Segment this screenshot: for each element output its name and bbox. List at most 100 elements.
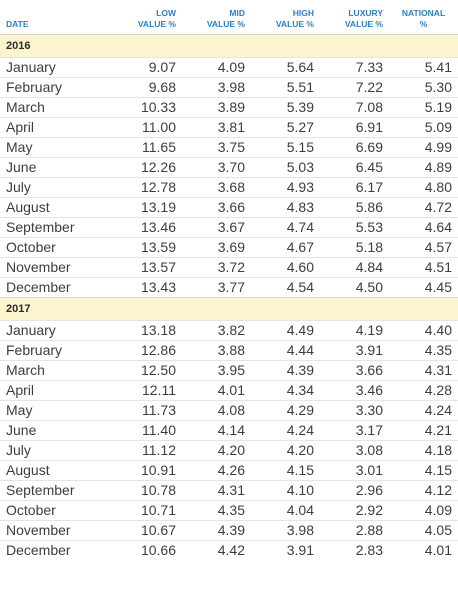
- header-mid: MID VALUE %: [182, 0, 251, 35]
- high-value-cell: 4.54: [251, 277, 320, 298]
- high-value-cell: 4.49: [251, 320, 320, 341]
- month-cell: March: [0, 97, 113, 118]
- header-mid-line1: MID: [229, 8, 245, 18]
- mid-value-cell: 4.14: [182, 420, 251, 441]
- header-high-line2: VALUE %: [275, 19, 314, 29]
- luxury-value-cell: 6.69: [320, 137, 389, 158]
- national-cell: 4.57: [389, 237, 458, 258]
- luxury-value-cell: 3.08: [320, 440, 389, 461]
- mid-value-cell: 4.01: [182, 380, 251, 401]
- high-value-cell: 4.74: [251, 217, 320, 238]
- low-value-cell: 13.46: [113, 217, 182, 238]
- high-value-cell: 4.04: [251, 500, 320, 521]
- month-cell: March: [0, 360, 113, 381]
- luxury-value-cell: 3.91: [320, 340, 389, 361]
- table-row: March 10.33 3.89 5.39 7.08 5.19: [0, 97, 458, 118]
- high-value-cell: 4.44: [251, 340, 320, 361]
- mid-value-cell: 4.26: [182, 460, 251, 481]
- year-label: 2017: [0, 297, 458, 321]
- table-row: October 13.59 3.69 4.67 5.18 4.57: [0, 237, 458, 258]
- national-cell: 5.41: [389, 57, 458, 78]
- low-value-cell: 9.68: [113, 77, 182, 98]
- national-cell: 5.19: [389, 97, 458, 118]
- high-value-cell: 4.83: [251, 197, 320, 218]
- luxury-value-cell: 4.50: [320, 277, 389, 298]
- month-cell: October: [0, 500, 113, 521]
- luxury-value-cell: 7.08: [320, 97, 389, 118]
- header-date: DATE: [0, 0, 113, 35]
- header-luxury-line1: LUXURY: [348, 8, 383, 18]
- year-row: 2016: [0, 34, 458, 58]
- header-luxury-line2: VALUE %: [344, 19, 383, 29]
- table-row: September 13.46 3.67 4.74 5.53 4.64: [0, 217, 458, 238]
- luxury-value-cell: 4.19: [320, 320, 389, 341]
- low-value-cell: 12.86: [113, 340, 182, 361]
- high-value-cell: 4.34: [251, 380, 320, 401]
- mid-value-cell: 3.81: [182, 117, 251, 138]
- national-cell: 4.80: [389, 177, 458, 198]
- mid-value-cell: 4.09: [182, 57, 251, 78]
- national-cell: 4.12: [389, 480, 458, 501]
- luxury-value-cell: 3.17: [320, 420, 389, 441]
- high-value-cell: 4.10: [251, 480, 320, 501]
- header-luxury: LUXURY VALUE %: [320, 0, 389, 35]
- national-cell: 4.89: [389, 157, 458, 178]
- header-row: DATE LOW VALUE % MID VALUE % HIGH VALUE % L…: [0, 0, 458, 35]
- mid-value-cell: 4.42: [182, 540, 251, 560]
- month-cell: May: [0, 400, 113, 421]
- low-value-cell: 13.19: [113, 197, 182, 218]
- luxury-value-cell: 2.83: [320, 540, 389, 560]
- mid-value-cell: 4.08: [182, 400, 251, 421]
- luxury-value-cell: 6.17: [320, 177, 389, 198]
- table-row: July 11.12 4.20 4.20 3.08 4.18: [0, 440, 458, 461]
- mid-value-cell: 3.70: [182, 157, 251, 178]
- low-value-cell: 12.11: [113, 380, 182, 401]
- luxury-value-cell: 4.84: [320, 257, 389, 278]
- mid-value-cell: 3.89: [182, 97, 251, 118]
- mid-value-cell: 3.72: [182, 257, 251, 278]
- national-cell: 4.15: [389, 460, 458, 481]
- high-value-cell: 5.64: [251, 57, 320, 78]
- national-cell: 5.30: [389, 77, 458, 98]
- table-body: 2016 January 9.07 4.09 5.64 7.33 5.41 February 9…: [0, 34, 458, 560]
- national-cell: 4.31: [389, 360, 458, 381]
- national-cell: 4.45: [389, 277, 458, 298]
- low-value-cell: 10.71: [113, 500, 182, 521]
- low-value-cell: 9.07: [113, 57, 182, 78]
- high-value-cell: 5.51: [251, 77, 320, 98]
- month-cell: September: [0, 480, 113, 501]
- header-date-label: DATE: [6, 19, 29, 29]
- table-row: November 13.57 3.72 4.60 4.84 4.51: [0, 257, 458, 278]
- high-value-cell: 4.67: [251, 237, 320, 258]
- month-cell: August: [0, 460, 113, 481]
- high-value-cell: 5.15: [251, 137, 320, 158]
- low-value-cell: 13.18: [113, 320, 182, 341]
- mid-value-cell: 4.39: [182, 520, 251, 541]
- month-cell: April: [0, 380, 113, 401]
- luxury-value-cell: 3.01: [320, 460, 389, 481]
- low-value-cell: 11.40: [113, 420, 182, 441]
- luxury-value-cell: 2.96: [320, 480, 389, 501]
- national-cell: 4.72: [389, 197, 458, 218]
- high-value-cell: 4.39: [251, 360, 320, 381]
- low-value-cell: 10.78: [113, 480, 182, 501]
- table-row: January 9.07 4.09 5.64 7.33 5.41: [0, 57, 458, 78]
- header-high: HIGH VALUE %: [251, 0, 320, 35]
- table-row: October 10.71 4.35 4.04 2.92 4.09: [0, 500, 458, 521]
- header-mid-line2: VALUE %: [206, 19, 245, 29]
- national-cell: 4.51: [389, 257, 458, 278]
- table-row: March 12.50 3.95 4.39 3.66 4.31: [0, 360, 458, 381]
- mid-value-cell: 4.20: [182, 440, 251, 461]
- table-row: February 12.86 3.88 4.44 3.91 4.35: [0, 340, 458, 361]
- header-low-line1: LOW: [156, 8, 176, 18]
- high-value-cell: 4.93: [251, 177, 320, 198]
- national-cell: 4.09: [389, 500, 458, 521]
- low-value-cell: 11.12: [113, 440, 182, 461]
- low-value-cell: 13.57: [113, 257, 182, 278]
- mid-value-cell: 3.82: [182, 320, 251, 341]
- month-cell: February: [0, 340, 113, 361]
- luxury-value-cell: 2.92: [320, 500, 389, 521]
- national-cell: 4.28: [389, 380, 458, 401]
- national-cell: 4.40: [389, 320, 458, 341]
- high-value-cell: 5.27: [251, 117, 320, 138]
